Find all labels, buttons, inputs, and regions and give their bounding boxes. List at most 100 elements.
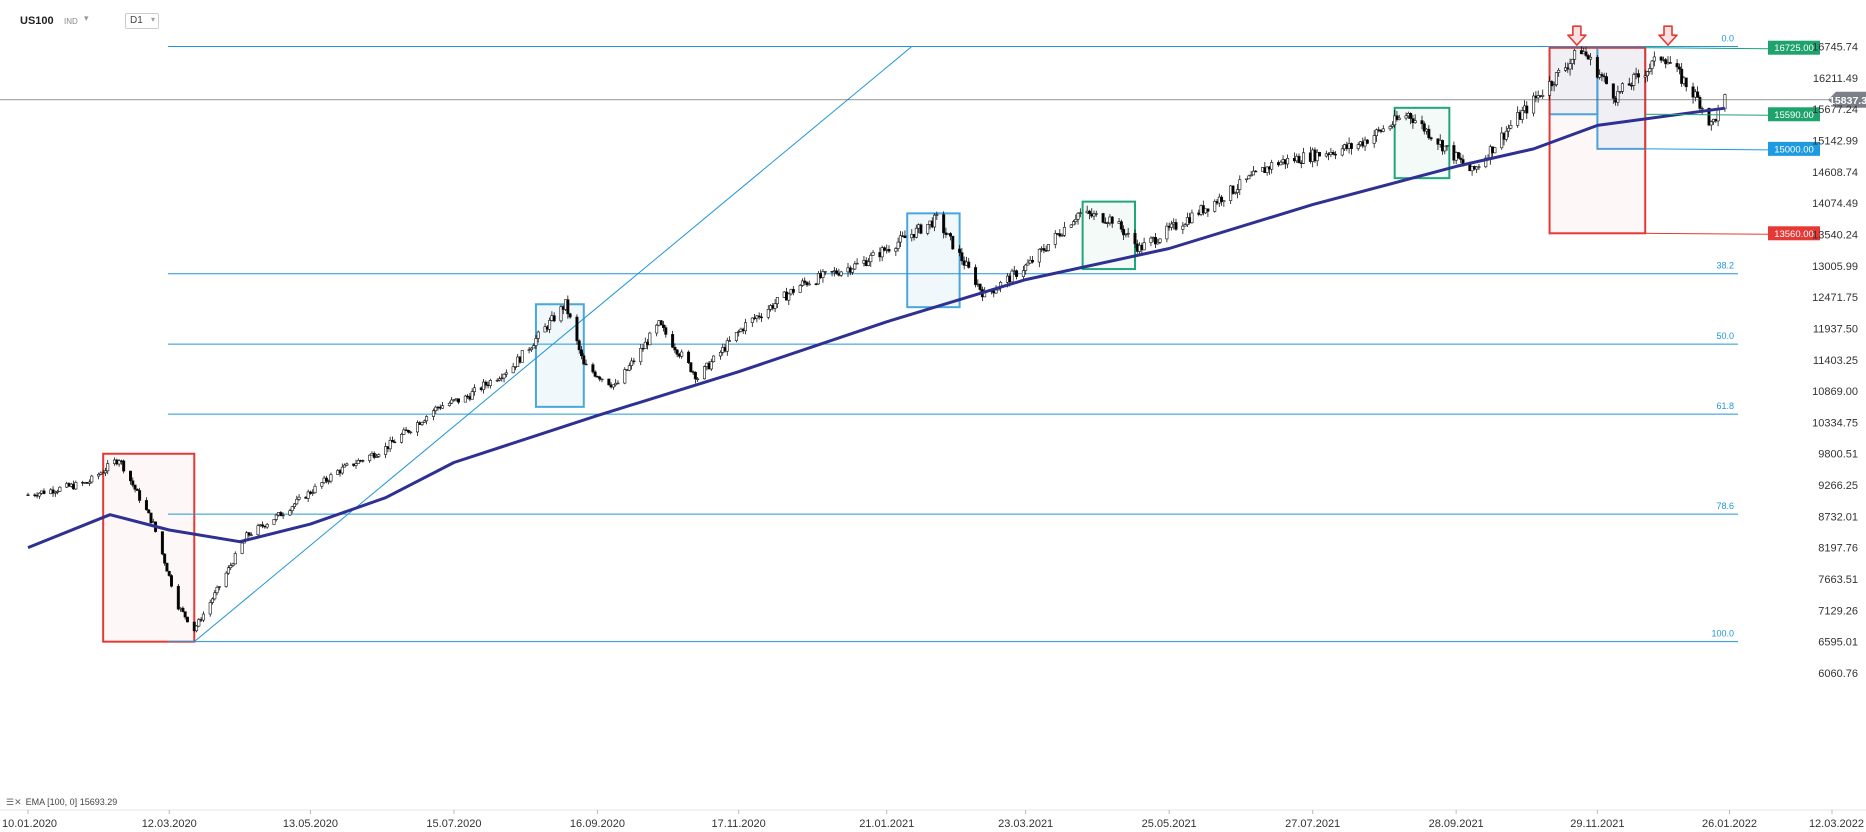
- candle-body: [368, 454, 372, 461]
- candle-body: [1233, 192, 1237, 194]
- candle-body: [903, 235, 907, 239]
- candle-body: [584, 363, 588, 366]
- candle-body: [500, 377, 504, 380]
- candle-body: [249, 534, 253, 536]
- candle-body: [1381, 128, 1385, 132]
- price-level-label: 15590.00: [1774, 110, 1814, 121]
- candle-body: [1158, 238, 1162, 243]
- candle-body: [1493, 147, 1497, 154]
- candle-body: [1709, 121, 1713, 126]
- candle-body: [598, 376, 602, 380]
- candle-body: [800, 280, 804, 286]
- candle-body: [311, 492, 315, 494]
- candle-body: [855, 262, 859, 265]
- x-axis: 10.01.2020 12.03.2020 13.05.2020 15.07.2020…: [0, 809, 1866, 830]
- candle-body: [839, 271, 843, 276]
- indicator-settings-icon[interactable]: ☰✕: [6, 797, 22, 807]
- candle-body: [1072, 221, 1076, 226]
- analysis-zones: [102, 46, 1647, 643]
- candle-body: [750, 317, 754, 324]
- candle-body: [1632, 74, 1636, 86]
- candle-body: [1231, 185, 1235, 194]
- candle-body: [536, 331, 540, 339]
- candle-body: [324, 477, 328, 482]
- candle-body: [1388, 126, 1392, 130]
- x-tick-label: 13.05.2020: [283, 818, 338, 830]
- price-level-line: [1645, 47, 1769, 50]
- y-tick-label: 16211.49: [1813, 73, 1858, 85]
- candle-body: [211, 598, 215, 603]
- candle-body: [74, 482, 78, 490]
- candle-body: [1532, 95, 1536, 114]
- candle-body: [53, 491, 57, 494]
- fib-level-label: 38.2: [1716, 261, 1734, 271]
- candle-body: [434, 406, 438, 412]
- fibonacci-retracement: 0.0 38.2 50.0 61.8 78.6 100.0: [168, 34, 1738, 643]
- y-tick-label: 9266.25: [1818, 480, 1858, 492]
- candle-body: [90, 475, 94, 483]
- candle-body: [340, 466, 344, 474]
- candle-body: [671, 334, 675, 348]
- candle-body: [272, 519, 276, 525]
- candle-body: [181, 607, 185, 612]
- candle-body: [1374, 129, 1378, 137]
- candle-body: [823, 271, 827, 273]
- candle-body: [1611, 83, 1615, 99]
- candle-body: [1550, 81, 1554, 87]
- candle-body: [627, 365, 631, 371]
- y-tick-label: 12471.75: [1812, 292, 1858, 304]
- candle-body: [935, 214, 939, 216]
- candle-body: [664, 327, 668, 335]
- candle-body: [361, 460, 365, 462]
- zone-box-blue: [1596, 46, 1647, 150]
- candle-body: [835, 270, 839, 274]
- candle-body: [274, 514, 278, 520]
- y-tick-label: 8197.76: [1818, 543, 1858, 555]
- candle-body: [138, 490, 142, 501]
- candle-body: [566, 299, 570, 315]
- price-level-line: [1645, 113, 1769, 116]
- chevron-down-icon[interactable]: ▾: [84, 13, 89, 23]
- candle-body: [147, 509, 151, 514]
- candle-body: [643, 341, 647, 349]
- candle-body: [513, 366, 517, 368]
- x-tick-label: 23.03.2021: [998, 818, 1053, 830]
- candle-body: [593, 371, 597, 377]
- candle-body: [488, 380, 492, 386]
- candle-body: [1156, 242, 1160, 245]
- candle-body: [97, 474, 101, 477]
- down-arrow-icon: [1658, 25, 1678, 46]
- candle-body: [814, 283, 818, 285]
- y-axis: 16745.74 16211.49 15677.24 15142.99 14608.74…: [1812, 42, 1858, 681]
- candle-body: [673, 346, 677, 351]
- candle-body: [1245, 178, 1249, 181]
- candle-body: [247, 532, 251, 536]
- price-level-tag: [1768, 107, 1820, 122]
- x-tick-label: 12.03.2022: [1809, 818, 1864, 830]
- price-level-label: 16725.00: [1774, 43, 1814, 54]
- candle-body: [1548, 81, 1552, 96]
- candle-body: [942, 214, 946, 234]
- candle-body: [1675, 63, 1679, 68]
- candle-body: [894, 248, 898, 252]
- candle-body: [689, 362, 693, 372]
- candle-body: [441, 405, 445, 409]
- symbol-label: US100: [20, 15, 54, 27]
- candle-body: [463, 395, 467, 403]
- candle-body: [1525, 105, 1529, 114]
- candle-body: [122, 460, 126, 472]
- candle-body: [871, 252, 875, 256]
- candle-body: [616, 382, 620, 385]
- candle-body: [1504, 130, 1508, 140]
- candle-body: [384, 446, 388, 455]
- candle-body: [1222, 200, 1226, 203]
- candle-body: [1165, 225, 1169, 240]
- fib-level-label: 61.8: [1716, 401, 1734, 411]
- candle-body: [495, 379, 499, 382]
- candle-body: [1110, 216, 1114, 224]
- y-tick-label: 6595.01: [1818, 637, 1858, 649]
- candle-body: [866, 261, 870, 266]
- timeframe-selector[interactable]: D1 ▾: [125, 13, 159, 29]
- candle-body: [1698, 97, 1702, 109]
